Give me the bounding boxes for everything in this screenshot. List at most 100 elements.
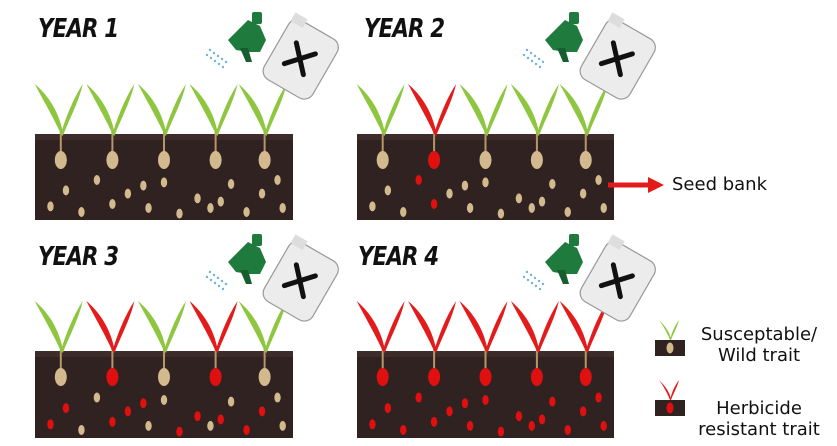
bank-seed — [124, 188, 132, 199]
bank-seed — [579, 188, 587, 199]
mist-dot — [205, 275, 209, 279]
leaf-left — [238, 84, 267, 134]
mist-dot — [213, 59, 217, 63]
mist-dot — [212, 273, 216, 277]
mist-dot — [533, 276, 537, 280]
soil-block — [357, 351, 614, 438]
mist-dot — [213, 281, 217, 285]
leaf-left — [189, 301, 218, 351]
leaf-left — [86, 301, 115, 351]
mist-dot — [208, 48, 212, 52]
bank-seed — [145, 203, 152, 213]
legend-leaf-left — [659, 380, 671, 400]
mist-dot — [216, 276, 220, 280]
bank-seed — [258, 188, 266, 199]
spray-bottle-icon-3 — [205, 234, 339, 322]
bank-seed — [564, 207, 571, 217]
year-3-title: YEAR 3 — [38, 242, 119, 272]
leaf-left — [510, 84, 539, 134]
leaf-right — [585, 84, 608, 136]
bottle — [262, 234, 339, 322]
plant-susceptible — [34, 301, 83, 386]
mist-dot — [525, 48, 529, 52]
plant-seed — [579, 151, 592, 169]
plant-seed — [258, 151, 271, 169]
bank-seed — [279, 203, 286, 213]
leaf-left — [408, 301, 437, 351]
legend-leaf-right — [670, 380, 679, 400]
plant-seed — [54, 151, 67, 169]
plant-seed — [106, 151, 119, 169]
mist-dot — [217, 62, 221, 66]
bank-seed — [369, 419, 376, 430]
bank-seed — [140, 398, 147, 409]
leaf-left — [408, 84, 437, 134]
x-mark-icon — [598, 262, 635, 300]
bank-seed — [194, 193, 201, 204]
leaf-right — [536, 301, 559, 353]
leaf-right — [164, 84, 186, 136]
legend-leaf-right — [670, 320, 679, 340]
bank-seed — [515, 193, 523, 204]
bank-seed — [227, 396, 235, 407]
leaf-left — [34, 301, 63, 351]
plant-susceptible — [510, 84, 559, 169]
bank-seed — [160, 177, 168, 188]
leaf-left — [559, 84, 588, 134]
bank-seed — [109, 416, 116, 427]
plant-resistant — [356, 301, 405, 386]
leaf-right — [112, 301, 135, 353]
plant-susceptible — [356, 84, 405, 169]
bank-seed — [258, 406, 266, 417]
sprayer-head — [545, 20, 583, 52]
legend-resistant-icon — [655, 380, 685, 416]
mist-dot — [220, 279, 224, 283]
plant-susceptible — [189, 84, 238, 169]
bank-seed — [279, 420, 286, 431]
bank-seed — [528, 203, 535, 213]
mist-dot — [526, 278, 530, 282]
bank-seed — [47, 419, 54, 430]
bank-seed — [274, 175, 281, 185]
year-1-title: YEAR 1 — [38, 14, 119, 44]
plant-susceptible — [34, 84, 83, 169]
spray-bottle-icon-2 — [522, 12, 656, 100]
leaf-left — [86, 84, 115, 134]
bank-seed — [446, 406, 453, 417]
leaf-left — [138, 84, 166, 134]
mist-dot — [522, 53, 526, 57]
plant-resistant — [408, 301, 457, 386]
mist-dot — [224, 282, 228, 286]
plant-seed — [158, 151, 170, 169]
year-4-title: YEAR 4 — [358, 242, 439, 272]
leaf-left — [356, 84, 385, 134]
year-2-title: YEAR 2 — [364, 14, 445, 44]
plant-seed — [209, 368, 222, 386]
bank-seed — [461, 180, 469, 191]
plant-seed — [428, 151, 441, 169]
bank-seed — [217, 196, 224, 207]
bank-seed — [93, 392, 101, 403]
bottle — [262, 12, 339, 100]
legend-leaf-left — [659, 320, 671, 340]
mist-dot — [208, 270, 212, 274]
bank-seed — [538, 414, 546, 425]
bank-seed — [243, 424, 250, 435]
sprayer-cap — [252, 234, 262, 246]
bank-seed — [93, 175, 101, 185]
leaf-right — [536, 84, 559, 136]
plant-resistant — [86, 301, 135, 386]
plant-seed — [106, 368, 119, 386]
leaf-right — [112, 84, 135, 136]
legend-resistant-label-2: resistant trait — [698, 419, 820, 440]
trigger — [240, 48, 252, 62]
bank-seed — [415, 175, 422, 185]
bank-seed — [176, 208, 183, 219]
bank-seed — [243, 207, 250, 217]
plant-susceptible — [86, 84, 135, 169]
sprayer-cap — [252, 12, 262, 24]
leaf-right — [434, 301, 457, 353]
sprayer-head — [545, 242, 583, 274]
bank-seed — [400, 207, 407, 217]
plant-susceptible — [238, 301, 287, 386]
